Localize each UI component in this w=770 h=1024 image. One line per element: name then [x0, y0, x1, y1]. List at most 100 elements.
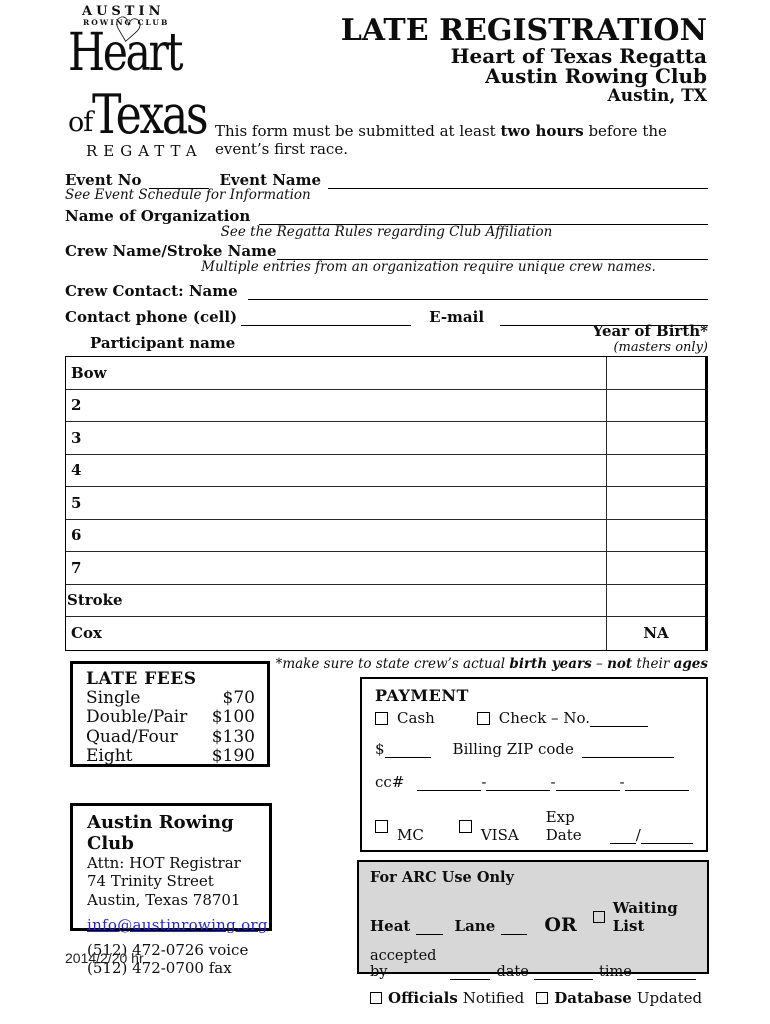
- cc-blank-2[interactable]: [486, 777, 551, 791]
- or-label: OR: [544, 914, 577, 936]
- cc-number-row: cc# - - -: [375, 773, 693, 791]
- exp-year-blank[interactable]: [640, 830, 694, 844]
- cc-sep: -: [619, 773, 625, 791]
- table-row-2: 2: [66, 389, 705, 422]
- year-of-birth-header: Year of Birth* (masters only): [593, 322, 708, 355]
- table-row-bow: Bow: [66, 357, 705, 390]
- payment-box: PAYMENT Cash Check – No. $ Billing ZIP c…: [360, 677, 708, 875]
- event-no-blank[interactable]: [149, 175, 210, 189]
- check-label: Check – No.: [498, 709, 590, 727]
- exp-date-label: Exp Date: [545, 808, 582, 844]
- phone-voice: (512) 472-0726 voice: [87, 940, 249, 959]
- table-row-cox: Cox NA: [66, 617, 705, 650]
- phone-email-row: Contact phone (cell) E-mail: [65, 308, 708, 326]
- yob-cell[interactable]: [607, 552, 705, 584]
- zip-blank[interactable]: [581, 744, 674, 758]
- yob-cell[interactable]: [607, 520, 705, 552]
- accepted-by-blank[interactable]: [449, 966, 491, 980]
- seat-label[interactable]: Stroke: [66, 584, 607, 616]
- logo-texas-text: Texas: [92, 82, 209, 146]
- crew-name-hint: Multiple entries from an organization re…: [201, 259, 656, 275]
- date-blank[interactable]: [533, 966, 594, 980]
- fee-label: Double/Pair: [86, 707, 188, 728]
- fee-item-double-pair: Double/Pair $100: [86, 707, 255, 728]
- email-link[interactable]: info@austinrowing.org: [87, 915, 268, 934]
- yob-cell[interactable]: [607, 357, 705, 389]
- heart-of-texas-logo: AUSTIN ROWING CLUB Heart ♡ of Texas REGA…: [68, 4, 218, 160]
- logo-regatta-text: REGATTA: [86, 142, 203, 160]
- check-no-blank[interactable]: [589, 713, 648, 727]
- lane-blank[interactable]: [501, 921, 528, 935]
- table-row-6: 6: [66, 519, 705, 552]
- logo-club-name: AUSTIN: [82, 4, 165, 19]
- seat-label[interactable]: Bow: [66, 357, 607, 389]
- participant-name-header: Participant name: [90, 334, 236, 352]
- yob-na-value: NA: [643, 624, 669, 643]
- yob-cell[interactable]: [607, 585, 705, 617]
- email-blank[interactable]: [500, 312, 708, 326]
- event-name-label: Event Name: [219, 171, 322, 189]
- contact-phone-label: Contact phone (cell): [65, 308, 238, 326]
- cc-blank-3[interactable]: [555, 777, 620, 791]
- yob-masters-only: (masters only): [613, 340, 708, 355]
- visa-checkbox[interactable]: [458, 819, 472, 833]
- time-blank[interactable]: [636, 966, 697, 980]
- organization-label: Name of Organization: [65, 207, 251, 225]
- yob-cell[interactable]: [607, 487, 705, 519]
- email-label: E-mail: [429, 308, 485, 326]
- fee-item-single: Single $70: [86, 688, 255, 708]
- event-row: Event No Event Name: [65, 171, 708, 189]
- payment-method-row: Cash Check – No.: [375, 709, 693, 727]
- mc-checkbox[interactable]: [375, 819, 388, 833]
- revision-note: 2014/2/20 hr: [65, 950, 144, 966]
- seat-label[interactable]: Cox: [66, 617, 607, 650]
- exp-month-blank[interactable]: [610, 830, 636, 844]
- submission-note: This form must be submitted at least two…: [215, 122, 707, 158]
- event-no-label: Event No: [65, 171, 142, 189]
- yob-header-text: Year of Birth*: [592, 322, 708, 340]
- seat-label[interactable]: 7: [66, 552, 607, 584]
- crew-contact-blank[interactable]: [247, 286, 708, 300]
- accepted-by-label: accepted by: [370, 948, 437, 980]
- heat-blank[interactable]: [416, 921, 443, 935]
- crew-name-blank[interactable]: [276, 246, 708, 260]
- seat-label[interactable]: 6: [66, 519, 607, 551]
- officials-notified-text: Notified: [462, 989, 525, 1007]
- cc-label: cc#: [375, 773, 405, 791]
- address-city: Austin, Texas 78701: [87, 890, 241, 909]
- amount-blank[interactable]: [384, 744, 431, 758]
- database-checkbox[interactable]: [536, 992, 549, 1004]
- seat-label[interactable]: 3: [66, 422, 607, 454]
- officials-checkbox[interactable]: [370, 992, 382, 1004]
- crew-name-label: Crew Name/Stroke Name: [65, 242, 277, 260]
- logo-word-texas: of Texas: [68, 82, 218, 146]
- address-attn: Attn: HOT Registrar: [87, 854, 241, 872]
- note-two-hours: two hours: [500, 122, 584, 140]
- seat-label[interactable]: 2: [66, 389, 607, 421]
- lane-label: Lane: [454, 917, 496, 935]
- address-box: Austin Rowing Club Attn: HOT Registrar 7…: [70, 803, 272, 977]
- yob-cell[interactable]: [607, 455, 705, 487]
- waiting-list-checkbox[interactable]: [592, 911, 605, 923]
- yob-cell[interactable]: [607, 390, 705, 422]
- contact-phone-blank[interactable]: [241, 312, 412, 326]
- accepted-row: accepted by date time: [370, 948, 697, 980]
- visa-label: VISA: [480, 826, 519, 844]
- event-name-blank[interactable]: [328, 175, 708, 189]
- check-checkbox[interactable]: [476, 711, 490, 725]
- cc-blank-4[interactable]: [624, 777, 689, 791]
- organization-blank[interactable]: [259, 211, 708, 225]
- note-pre: This form must be submitted at least: [215, 122, 501, 140]
- yob-cell[interactable]: [607, 422, 705, 454]
- seat-label[interactable]: 5: [66, 487, 607, 519]
- seat-label[interactable]: 4: [66, 454, 607, 486]
- heart-icon: ♡: [109, 8, 146, 54]
- cash-label: Cash: [397, 709, 435, 727]
- database-label: Database: [554, 989, 632, 1007]
- event-hint: See Event Schedule for Information: [65, 187, 311, 203]
- cash-checkbox[interactable]: [375, 711, 388, 725]
- arc-use-only-box: For ARC Use Only Heat Lane OR Waiting Li…: [357, 860, 709, 1007]
- cc-blank-1[interactable]: [417, 777, 482, 791]
- mc-label: MC: [397, 826, 424, 844]
- heat-label: Heat: [370, 917, 411, 935]
